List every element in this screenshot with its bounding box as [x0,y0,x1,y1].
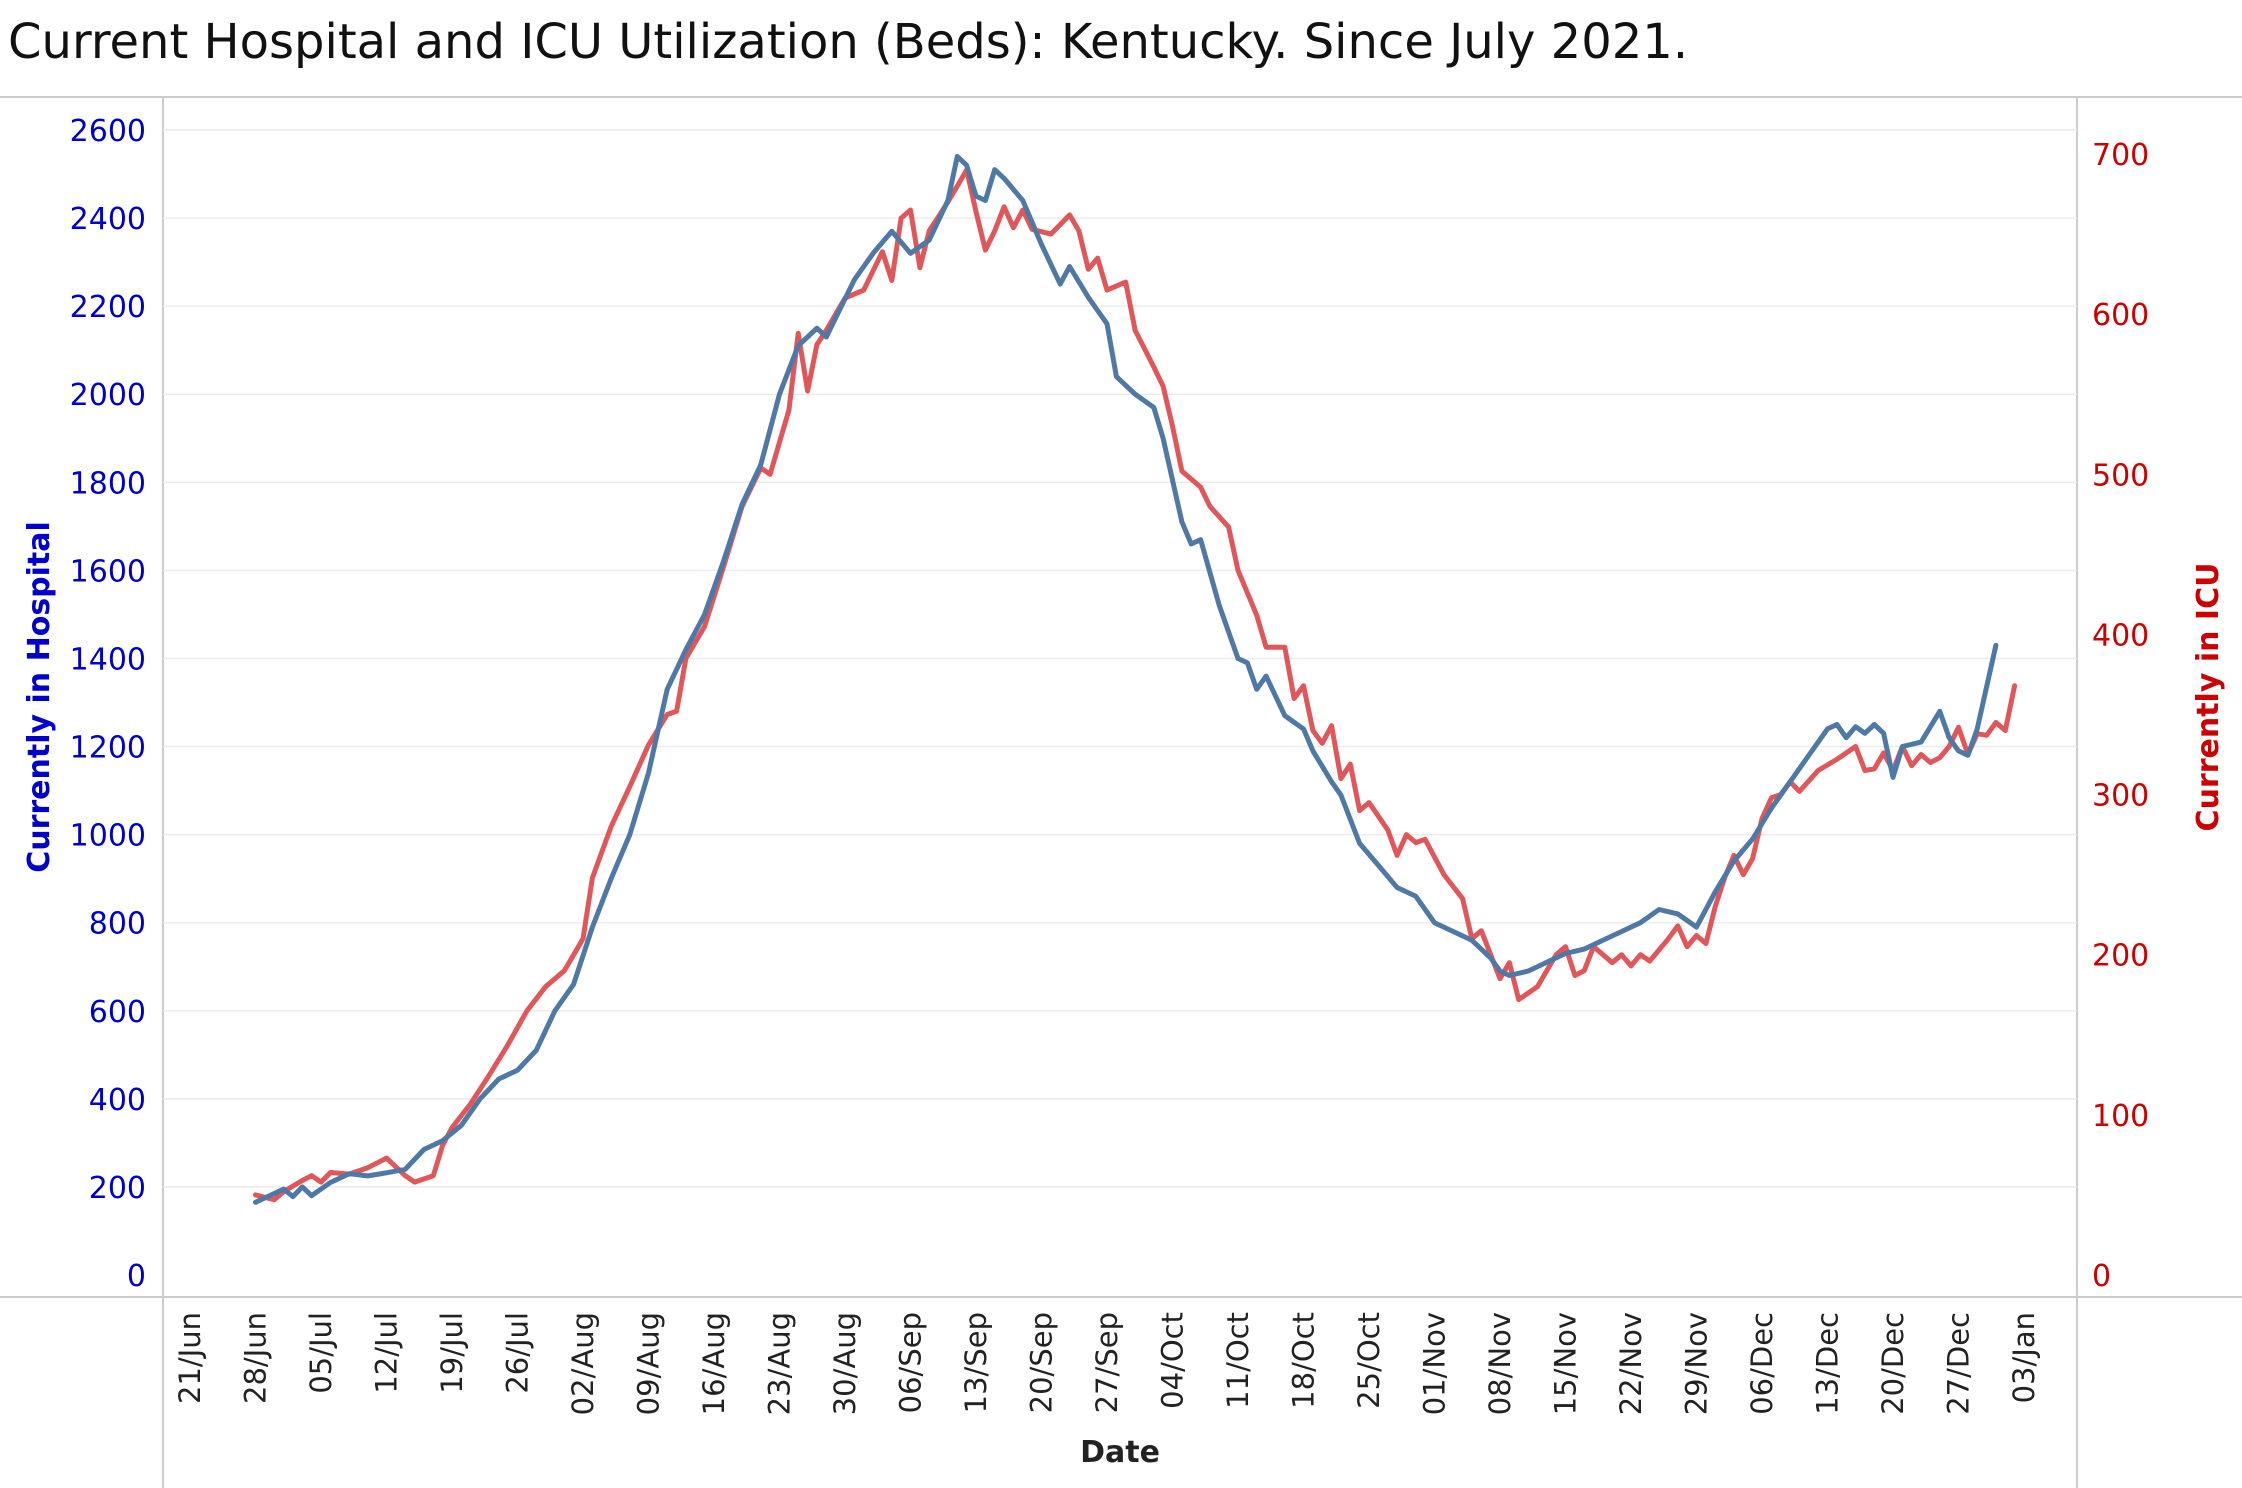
x-tick-label: 27/Dec [1942,1312,1976,1415]
left-axis-ticks: 0 200 400 600 800 1000 1200 1400 1600 1800 2000 220… [70,114,146,1294]
left-tick-label: 200 [89,1171,146,1206]
x-axis-label: Date [1080,1435,1160,1470]
x-tick-label: 18/Oct [1287,1312,1321,1409]
left-tick-label: 2400 [70,202,146,237]
right-tick-label: 500 [2092,458,2149,493]
x-tick-label: 11/Oct [1221,1312,1255,1409]
left-tick-label: 2600 [70,114,146,149]
left-tick-label: 1000 [70,819,146,854]
icu-series-line [253,167,2018,1203]
right-tick-label: 300 [2092,779,2149,814]
x-tick-label: 06/Sep [894,1312,928,1413]
chart-title: Current Hospital and ICU Utilization (Be… [8,14,1689,70]
x-tick-label: 01/Nov [1418,1312,1452,1415]
x-tick-label: 16/Aug [697,1312,731,1415]
left-axis-label: Currently in Hospital [22,521,57,873]
x-tick-label: 06/Dec [1745,1312,1779,1415]
left-tick-label: 1400 [70,642,146,677]
right-tick-label: 400 [2092,618,2149,653]
left-tick-label: 2000 [70,378,146,413]
x-tick-label: 12/Jul [370,1312,404,1394]
right-tick-label: 0 [2092,1259,2111,1294]
x-tick-label: 29/Nov [1680,1312,1714,1415]
x-tick-label: 22/Nov [1614,1312,1648,1415]
x-tick-label: 26/Jul [501,1312,535,1394]
left-tick-label: 1200 [70,731,146,766]
x-tick-label: 27/Sep [1090,1312,1124,1413]
x-tick-label: 03/Jan [2007,1312,2041,1403]
x-tick-label: 04/Oct [1156,1312,1190,1409]
right-tick-label: 100 [2092,1099,2149,1134]
x-tick-label: 13/Sep [959,1312,993,1413]
x-tick-label: 09/Aug [632,1312,666,1415]
x-tick-label: 20/Sep [1025,1312,1059,1413]
left-tick-label: 600 [89,995,146,1030]
x-tick-label: 30/Aug [828,1312,862,1415]
left-tick-label: 1800 [70,466,146,501]
x-tick-label: 23/Aug [763,1312,797,1415]
x-tick-label: 28/Jun [239,1312,273,1404]
x-axis-ticks: 21/Jun 28/Jun 05/Jul 12/Jul 19/Jul 26/Jul 02/A… [173,1312,2041,1415]
left-tick-label: 2200 [70,290,146,325]
hospital-series-line [253,153,1999,1205]
x-tick-label: 08/Nov [1483,1312,1517,1415]
series-lines [253,153,2018,1205]
x-tick-label: 13/Dec [1811,1312,1845,1415]
right-tick-label: 200 [2092,939,2149,974]
right-axis-ticks: 0 100 200 300 400 500 600 700 [2092,138,2149,1294]
x-tick-label: 19/Jul [435,1312,469,1394]
right-tick-label: 700 [2092,138,2149,173]
x-tick-label: 20/Dec [1876,1312,1910,1415]
x-tick-label: 25/Oct [1352,1312,1386,1409]
x-tick-label: 02/Aug [566,1312,600,1415]
left-tick-label: 400 [89,1083,146,1118]
left-tick-label: 800 [89,907,146,942]
left-tick-label: 0 [127,1259,146,1294]
right-axis-label: Currently in ICU [2191,563,2226,832]
left-tick-label: 1600 [70,554,146,589]
x-tick-label: 05/Jul [304,1312,338,1394]
x-tick-label: 15/Nov [1549,1312,1583,1415]
right-tick-label: 600 [2092,298,2149,333]
x-tick-label: 21/Jun [173,1312,207,1404]
gridlines [163,129,2077,1188]
